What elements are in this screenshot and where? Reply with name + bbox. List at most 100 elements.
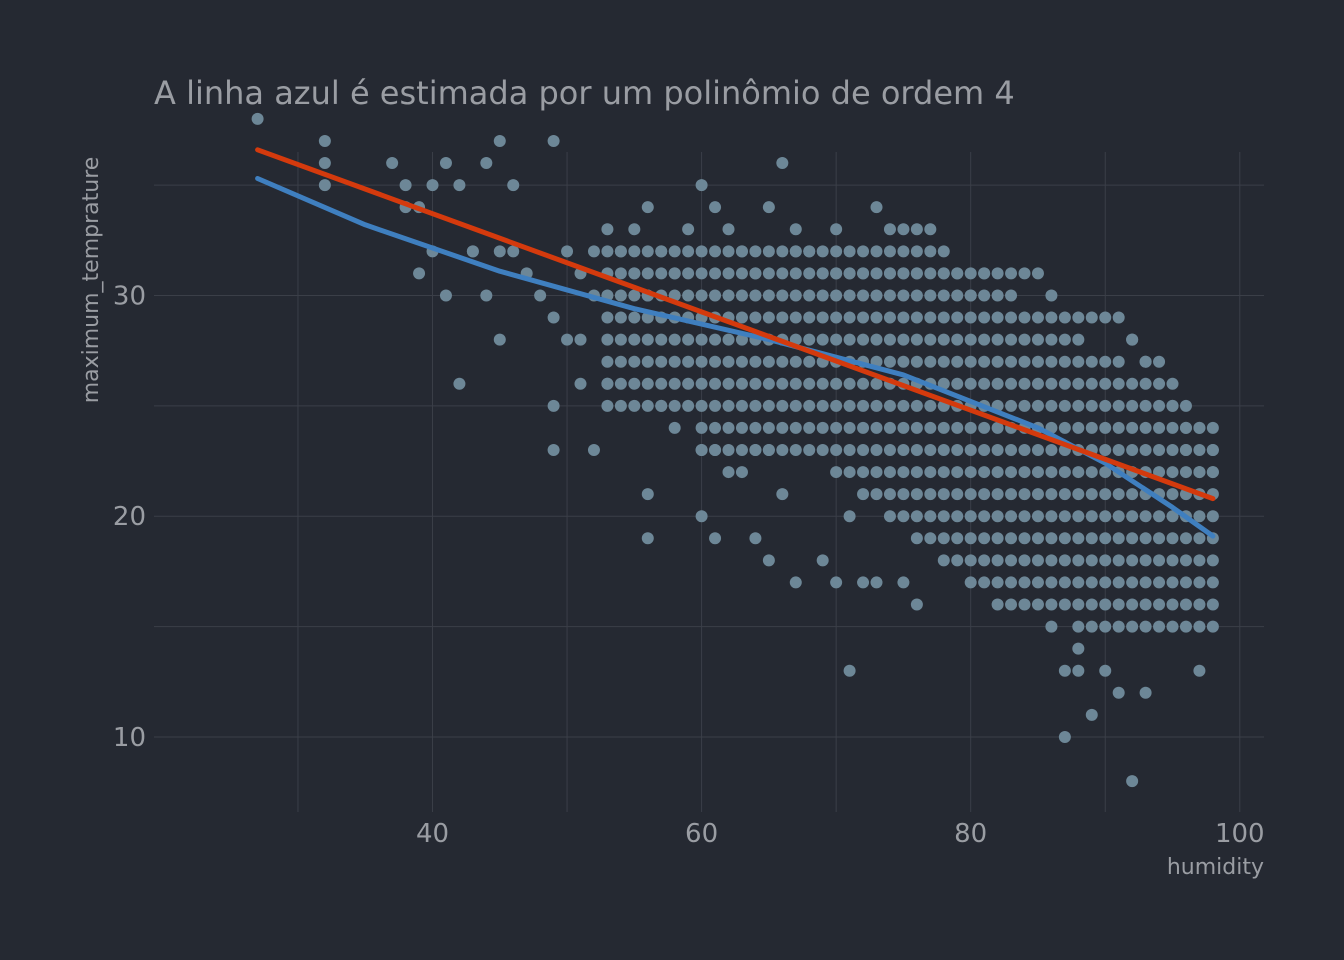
data-point	[1031, 355, 1044, 368]
data-point	[1139, 399, 1152, 412]
data-point	[1085, 466, 1098, 479]
data-point	[749, 267, 762, 280]
data-point	[1005, 289, 1018, 302]
data-point	[1126, 333, 1139, 346]
data-point	[924, 333, 937, 346]
data-point	[1126, 443, 1139, 456]
data-point	[641, 355, 654, 368]
x-tick-label: 60	[685, 819, 718, 849]
data-point	[682, 289, 695, 302]
data-point	[1045, 311, 1058, 324]
data-point	[897, 576, 910, 589]
data-point	[857, 576, 870, 589]
data-point	[910, 510, 923, 523]
data-point	[803, 399, 816, 412]
data-point	[816, 289, 829, 302]
data-point	[453, 377, 466, 390]
data-point	[937, 333, 950, 346]
data-point	[843, 289, 856, 302]
data-point	[628, 223, 641, 236]
x-tick-label: 80	[954, 819, 987, 849]
data-point	[762, 421, 775, 434]
data-point	[641, 488, 654, 501]
data-point	[749, 421, 762, 434]
data-point	[830, 466, 843, 479]
data-point	[897, 311, 910, 324]
data-point	[789, 267, 802, 280]
data-point	[1045, 355, 1058, 368]
data-point	[843, 466, 856, 479]
data-point	[816, 399, 829, 412]
data-point	[857, 466, 870, 479]
data-point	[601, 355, 614, 368]
data-point	[1018, 488, 1031, 501]
data-point	[614, 333, 627, 346]
data-point	[709, 267, 722, 280]
data-point	[601, 399, 614, 412]
data-point	[789, 223, 802, 236]
data-point	[964, 311, 977, 324]
data-point	[789, 377, 802, 390]
data-point	[762, 245, 775, 258]
data-point	[924, 488, 937, 501]
data-point	[1058, 466, 1071, 479]
data-point	[897, 399, 910, 412]
y-tick-label: 10	[113, 723, 146, 753]
data-point	[1126, 554, 1139, 567]
data-point	[964, 554, 977, 567]
data-point	[843, 333, 856, 346]
data-point	[951, 554, 964, 567]
data-point	[910, 399, 923, 412]
data-point	[991, 333, 1004, 346]
data-point	[776, 488, 789, 501]
data-point	[1139, 532, 1152, 545]
data-point	[776, 377, 789, 390]
data-point	[897, 333, 910, 346]
data-point	[857, 421, 870, 434]
data-point	[830, 289, 843, 302]
data-point	[1126, 488, 1139, 501]
data-point	[789, 355, 802, 368]
data-point	[1166, 554, 1179, 567]
data-point	[1193, 421, 1206, 434]
data-point	[1179, 466, 1192, 479]
data-point	[937, 245, 950, 258]
data-point	[1166, 576, 1179, 589]
data-point	[628, 289, 641, 302]
data-point	[1126, 510, 1139, 523]
data-point	[776, 245, 789, 258]
data-point	[816, 421, 829, 434]
data-point	[1005, 399, 1018, 412]
data-point	[1193, 466, 1206, 479]
y-axis-ticks: 10 20 30	[113, 281, 146, 752]
data-point	[924, 355, 937, 368]
data-point	[937, 554, 950, 567]
data-point	[910, 267, 923, 280]
data-point	[870, 576, 883, 589]
data-point	[1166, 598, 1179, 611]
data-point	[897, 267, 910, 280]
data-point	[709, 443, 722, 456]
data-point	[1126, 377, 1139, 390]
data-point	[991, 311, 1004, 324]
data-point	[978, 532, 991, 545]
data-point	[843, 510, 856, 523]
data-point	[480, 157, 493, 170]
data-point	[1085, 355, 1098, 368]
data-point	[1085, 532, 1098, 545]
data-point	[843, 311, 856, 324]
data-point	[991, 488, 1004, 501]
data-point	[1018, 311, 1031, 324]
data-point	[1112, 399, 1125, 412]
data-point	[1153, 598, 1166, 611]
data-point	[682, 267, 695, 280]
data-point	[1099, 554, 1112, 567]
data-point	[1166, 532, 1179, 545]
data-point	[978, 466, 991, 479]
data-point	[1166, 488, 1179, 501]
data-point	[453, 179, 466, 192]
data-point	[937, 355, 950, 368]
data-point	[1153, 399, 1166, 412]
data-point	[466, 245, 479, 258]
data-point	[991, 355, 1004, 368]
